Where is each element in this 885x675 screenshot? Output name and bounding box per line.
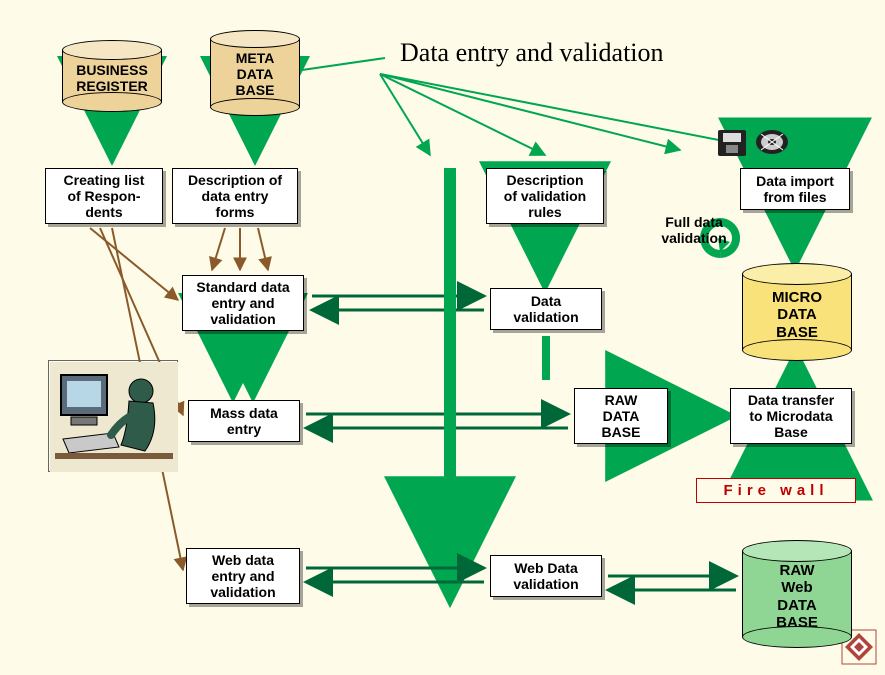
box-transfer: Data transferto MicrodataBase (730, 388, 852, 444)
box-desc-rules: Descriptionof validationrules (486, 168, 604, 224)
box-raw-db: RAWDATABASE (574, 388, 668, 444)
box-web-entry: Web dataentry andvalidation (186, 548, 300, 604)
cylinder-business-register: BUSINESSREGISTER (62, 40, 162, 112)
box-std-entry: Standard dataentry andvalidation (182, 275, 304, 331)
box-data-validation: Datavalidation (490, 288, 602, 330)
label-full-validation: Full datavalidation (648, 214, 740, 246)
firewall-label: Fire wall (696, 478, 856, 503)
box-creating-list: Creating listof Respon-dents (45, 168, 163, 224)
cylinder-raw-web-db: RAWWebDATABASE (742, 540, 852, 648)
clipart-operator (48, 360, 178, 472)
box-desc-forms: Description ofdata entryforms (172, 168, 298, 224)
box-data-import: Data importfrom files (740, 168, 850, 210)
cylinder-meta-db: METADATABASE (210, 30, 300, 116)
cylinder-micro-db: MICRODATABASE (742, 263, 852, 361)
box-mass-entry: Mass dataentry (188, 400, 300, 442)
box-web-validation: Web Datavalidation (490, 555, 602, 597)
page-title: Data entry and validation (400, 38, 664, 68)
